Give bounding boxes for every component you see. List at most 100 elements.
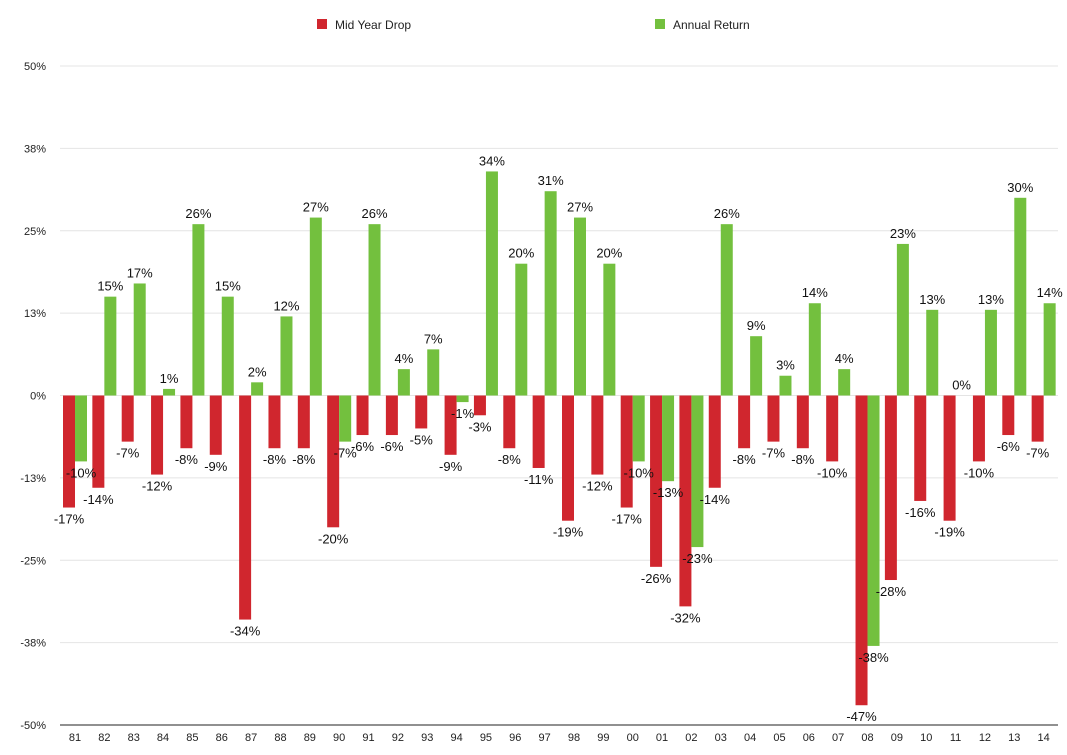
bar-annual-return (779, 375, 792, 396)
y-tick-label: 13% (24, 308, 46, 320)
data-label-annual-return: 20% (508, 246, 534, 261)
bar-mid-year-drop (63, 395, 75, 508)
data-label-annual-return: -1% (451, 406, 475, 421)
data-label-annual-return: 17% (127, 265, 153, 280)
bar-annual-return (339, 395, 352, 442)
data-label-annual-return: -10% (624, 465, 655, 480)
x-tick-label: 03 (715, 732, 727, 744)
data-label-mid-year-drop: -3% (468, 419, 492, 434)
bar-annual-return (309, 217, 322, 396)
bar-mid-year-drop (796, 395, 809, 449)
bars (63, 171, 1056, 706)
data-label-mid-year-drop: -8% (292, 452, 316, 467)
data-label-annual-return: 4% (835, 351, 854, 366)
x-tick-label: 83 (128, 732, 140, 744)
x-tick-label: 91 (362, 732, 374, 744)
bar-mid-year-drop (767, 395, 780, 442)
bar-annual-return (574, 217, 586, 396)
legend-label-mid-year-drop: Mid Year Drop (335, 18, 411, 32)
x-tick-label: 01 (656, 732, 668, 744)
bar-mid-year-drop (151, 395, 164, 475)
x-tick-label: 99 (597, 732, 609, 744)
data-label-mid-year-drop: -8% (498, 452, 522, 467)
bar-mid-year-drop (943, 395, 956, 521)
data-label-mid-year-drop: -6% (997, 439, 1021, 454)
data-label-annual-return: 3% (776, 358, 795, 373)
data-label-annual-return: 23% (890, 226, 916, 241)
data-label-mid-year-drop: -7% (1026, 446, 1050, 461)
data-label-mid-year-drop: -10% (964, 465, 995, 480)
bar-annual-return (867, 395, 880, 646)
bar-mid-year-drop (239, 395, 252, 620)
x-tick-label: 98 (568, 732, 580, 744)
data-label-annual-return: 14% (1037, 285, 1063, 300)
bar-annual-return (544, 191, 557, 396)
bar-annual-return (221, 296, 234, 396)
data-label-annual-return: 9% (747, 318, 766, 333)
bar-annual-return (104, 296, 117, 396)
data-label-mid-year-drop: -8% (791, 452, 815, 467)
bar-annual-return (1043, 303, 1056, 396)
data-label-mid-year-drop: -6% (380, 439, 404, 454)
data-label-mid-year-drop: -12% (142, 479, 173, 494)
data-label-annual-return: -23% (682, 551, 713, 566)
x-tick-label: 93 (421, 732, 433, 744)
y-tick-label: 50% (24, 61, 46, 73)
data-label-mid-year-drop: -6% (351, 439, 375, 454)
bar-mid-year-drop (620, 395, 633, 508)
bar-mid-year-drop (92, 395, 105, 488)
data-label-annual-return: 26% (362, 206, 388, 221)
bar-mid-year-drop (914, 395, 927, 501)
bar-mid-year-drop (650, 395, 663, 567)
data-label-mid-year-drop: -17% (54, 512, 85, 527)
y-axis: 50% 38% 25% 13% 0% -13% -25% -38% -50% (20, 61, 46, 732)
data-label-annual-return: 27% (567, 200, 593, 215)
data-label-annual-return: 13% (978, 292, 1004, 307)
data-label-annual-return: 20% (596, 246, 622, 261)
data-label-annual-return: 26% (714, 206, 740, 221)
data-label-mid-year-drop: -19% (553, 525, 584, 540)
data-label-mid-year-drop: -10% (817, 465, 848, 480)
bar-mid-year-drop (1002, 395, 1015, 436)
x-tick-label: 96 (509, 732, 521, 744)
y-tick-label: -13% (20, 473, 46, 485)
data-label-mid-year-drop: -20% (318, 531, 349, 546)
x-tick-label: 85 (186, 732, 198, 744)
bar-annual-return (485, 171, 498, 396)
x-tick-label: 14 (1038, 732, 1050, 744)
x-tick-label: 10 (920, 732, 932, 744)
data-label-mid-year-drop: -5% (410, 432, 434, 447)
data-label-annual-return: 12% (273, 298, 299, 313)
bar-mid-year-drop (444, 395, 457, 455)
x-tick-label: 12 (979, 732, 991, 744)
bar-mid-year-drop (473, 395, 486, 416)
bar-annual-return (691, 395, 704, 548)
bar-mid-year-drop (562, 395, 574, 521)
bar-annual-return (192, 224, 205, 396)
x-tick-label: 84 (157, 732, 169, 744)
bar-mid-year-drop (297, 395, 310, 449)
data-label-annual-return: -38% (858, 650, 889, 665)
x-tick-label: 81 (69, 732, 81, 744)
data-label-mid-year-drop: -28% (876, 584, 907, 599)
bar-annual-return (720, 224, 733, 396)
data-label-annual-return: 15% (215, 279, 241, 294)
x-tick-label: 82 (98, 732, 110, 744)
x-tick-label: 06 (803, 732, 815, 744)
bar-annual-return (603, 263, 616, 396)
data-label-annual-return: 14% (802, 285, 828, 300)
bar-annual-return (515, 263, 528, 396)
data-label-mid-year-drop: -12% (582, 479, 613, 494)
data-label-mid-year-drop: -34% (230, 624, 261, 639)
x-tick-label: 11 (950, 732, 961, 744)
bar-mid-year-drop (591, 395, 604, 475)
bar-mid-year-drop (415, 395, 428, 429)
bar-mid-year-drop (1031, 395, 1044, 442)
x-tick-label: 00 (627, 732, 639, 744)
bar-annual-return (1014, 197, 1027, 396)
bar-mid-year-drop (708, 395, 721, 488)
data-label-annual-return: 13% (919, 292, 945, 307)
x-tick-label: 88 (274, 732, 286, 744)
x-tick-label: 97 (539, 732, 551, 744)
